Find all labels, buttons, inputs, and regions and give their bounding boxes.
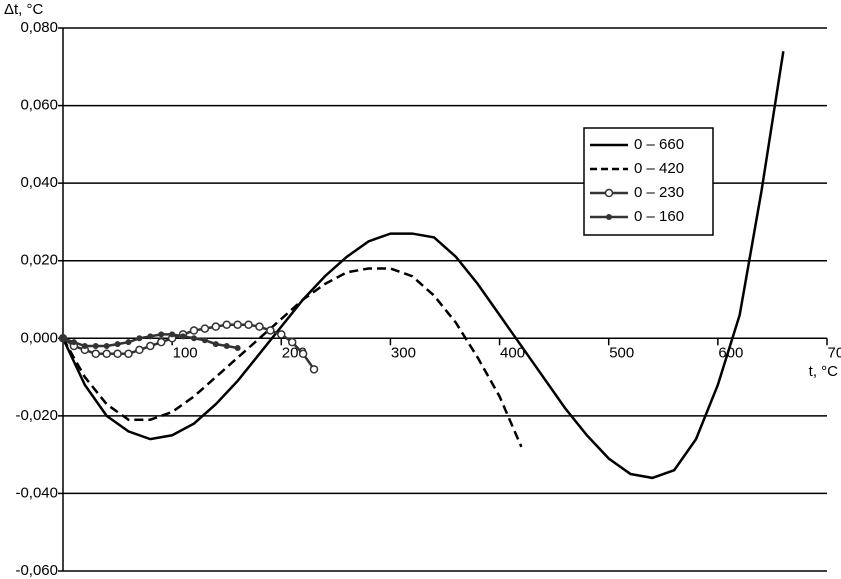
point [135, 345, 144, 355]
legend-label: 0 – 420 [634, 160, 684, 177]
legend-label: 0 – 160 [634, 208, 684, 225]
y-axis-title: Δt, °C [4, 1, 44, 18]
x-tick-label: 100 [173, 344, 198, 361]
point [158, 331, 165, 338]
point [200, 324, 210, 333]
y-tick-label: 0,060 [20, 97, 58, 114]
point [211, 322, 221, 331]
y-tick-label: 0,020 [20, 252, 58, 269]
x-tick-label: 500 [609, 344, 634, 361]
x-tick-label: 400 [500, 344, 525, 361]
point [113, 349, 122, 359]
y-tick-label: 0,080 [20, 19, 58, 36]
point [124, 349, 133, 359]
point [114, 341, 121, 348]
point [81, 343, 88, 350]
point [125, 339, 132, 346]
point [244, 320, 253, 329]
point [189, 326, 199, 335]
point [102, 349, 111, 359]
point [190, 335, 197, 342]
legend-label: 0 – 660 [634, 136, 684, 153]
point [136, 335, 143, 342]
point [180, 333, 187, 340]
legend-marker [606, 214, 612, 220]
point [146, 341, 155, 351]
point [234, 344, 241, 351]
point [309, 365, 319, 374]
point [233, 320, 242, 329]
point [91, 349, 100, 359]
x-tick-label: 600 [718, 344, 743, 361]
point [298, 349, 308, 359]
y-tick-label: -0,040 [15, 484, 58, 501]
point [287, 337, 297, 347]
legend-label: 0 – 230 [634, 184, 684, 201]
series-line [61, 51, 785, 480]
x-tick-label: 700 [827, 344, 841, 361]
point [156, 337, 166, 347]
point [70, 339, 77, 346]
point [277, 330, 286, 339]
series-line [61, 267, 523, 448]
legend-marker [604, 188, 614, 198]
point [255, 322, 264, 331]
point [266, 326, 275, 335]
point [147, 333, 154, 340]
x-axis-title: t, °C [809, 363, 839, 380]
point [223, 343, 230, 350]
y-tick-label: 0,040 [20, 174, 58, 191]
y-tick-label: 0,000 [20, 329, 58, 346]
x-tick-label: 300 [391, 344, 416, 361]
point [201, 337, 208, 344]
point [222, 320, 231, 329]
point [212, 341, 219, 348]
point [92, 343, 99, 350]
point [169, 331, 176, 338]
y-tick-label: -0,060 [15, 562, 58, 579]
y-tick-label: -0,020 [15, 407, 58, 424]
point [103, 343, 110, 350]
point [60, 335, 66, 342]
